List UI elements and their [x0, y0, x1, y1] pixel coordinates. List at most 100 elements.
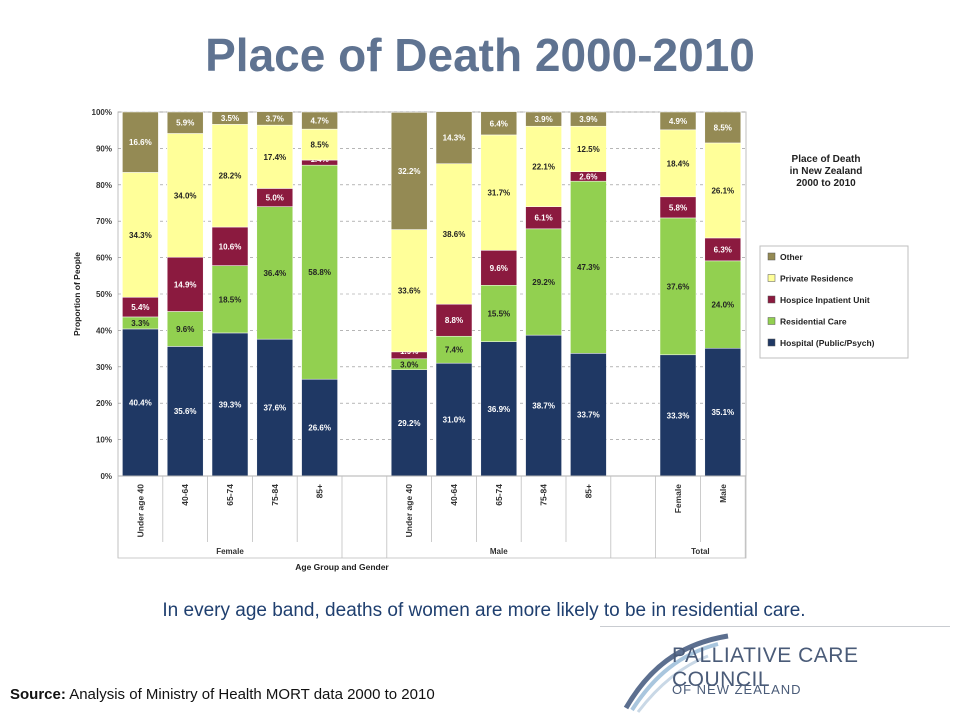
y-tick-label: 60% [96, 254, 112, 263]
data-label: 24.0% [711, 301, 734, 310]
stacked-bar-chart: 0% 10% 20% 30% 40% 50% 60% 70% 80% 90% 100% Proport… [60, 100, 910, 580]
bar-segment-private [480, 134, 518, 251]
data-label: 39.3% [219, 400, 242, 409]
source-note: Source: Analysis of Ministry of Health M… [10, 686, 435, 703]
bar-segment-hospice [435, 303, 473, 337]
caption: In every age band, deaths of women are m… [162, 600, 806, 621]
data-label: 18.4% [667, 159, 690, 168]
bar-segment-other [659, 111, 697, 131]
bar-segment-private [256, 124, 294, 189]
data-label: 8.5% [310, 141, 328, 150]
data-label: 29.2% [532, 278, 555, 287]
bar-segment-other [435, 111, 473, 164]
bar-segment-private [301, 128, 338, 161]
data-label: 36.4% [263, 269, 286, 278]
data-label: 9.6% [176, 325, 194, 334]
bar-segment-residential [659, 217, 697, 356]
bar-segment-hospital [480, 341, 518, 477]
data-label: 5.8% [669, 203, 687, 212]
legend-label: Hospital (Public/Psych) [780, 338, 875, 348]
bar-segment-other [525, 111, 562, 127]
data-label: 8.8% [445, 316, 463, 325]
bar-segment-other [256, 111, 294, 126]
data-label: 34.0% [174, 191, 197, 200]
y-tick-label: 70% [96, 217, 112, 226]
bar-segment-other [704, 111, 742, 144]
data-label: 3.9% [534, 115, 552, 124]
bar-segment-residential [256, 206, 294, 340]
category-label: 40-64 [449, 484, 459, 506]
bar-segment-hospital [122, 328, 159, 477]
data-label: 33.7% [577, 411, 600, 420]
data-label: 15.5% [487, 309, 510, 318]
bar-segment-residential [166, 311, 204, 347]
bar-segment-private [525, 125, 562, 207]
data-label: 34.3% [129, 231, 152, 240]
palliative-care-council-logo [623, 633, 729, 713]
legend-box [759, 245, 909, 359]
data-label: 33.3% [667, 411, 690, 420]
category-label: 75-84 [539, 484, 549, 506]
data-label: 7.4% [445, 346, 463, 355]
data-label: 5.4% [131, 303, 149, 312]
bar-segment-private [390, 229, 428, 353]
slide-title: Place of Death 2000-2010 [205, 29, 755, 81]
data-label: 16.6% [129, 138, 152, 147]
category-label: Under age 40 [404, 484, 414, 538]
data-label: 28.2% [219, 172, 242, 181]
data-label: 6.4% [490, 119, 508, 128]
category-label: 85+ [583, 484, 593, 498]
bar-segment-residential [301, 164, 338, 380]
bar-segment-other [390, 112, 428, 230]
data-label: 3.7% [266, 114, 284, 123]
legend-swatch-other [767, 252, 776, 261]
data-label: 9.6% [490, 264, 508, 273]
bar-segment-private [166, 133, 204, 258]
data-label: 26.6% [308, 424, 331, 433]
bar-segment-residential [704, 260, 742, 349]
data-label: 40.4% [129, 398, 152, 407]
data-label: 58.8% [308, 268, 331, 277]
bar-segment-residential [525, 228, 562, 336]
data-label: 18.5% [219, 295, 242, 304]
group-label: Total [691, 547, 710, 556]
legend-swatch-private [767, 274, 776, 282]
data-label: 5.0% [266, 194, 284, 203]
y-tick-label: 100% [92, 108, 112, 117]
bar-segment-hospital [301, 378, 338, 477]
data-label: 38.6% [443, 230, 466, 239]
x-axis-title: Age Group and Gender [295, 562, 389, 572]
bar-segment-hospital [704, 347, 742, 477]
data-label: 14.9% [174, 280, 197, 289]
category-label: 65-74 [494, 484, 504, 506]
data-label: 3.3% [131, 319, 149, 328]
source-text: Analysis of Ministry of Health MORT data… [65, 686, 435, 703]
data-label: 17.4% [263, 153, 286, 162]
y-tick-label: 30% [96, 363, 112, 372]
data-label: 6.1% [534, 214, 552, 223]
bar-segment-other [211, 111, 249, 125]
data-label: 4.7% [310, 117, 328, 126]
bar-segment-hospital [166, 346, 204, 477]
data-label: 12.5% [577, 145, 600, 154]
bar-segment-residential [570, 180, 607, 354]
bar-segment-other [122, 111, 159, 173]
y-axis-title: Proportion of People [72, 252, 82, 336]
data-label: 26.1% [711, 186, 734, 195]
group-label: Female [216, 547, 244, 556]
data-label: 3.0% [400, 360, 418, 369]
data-label: 35.6% [174, 407, 197, 416]
data-label: 37.6% [667, 282, 690, 291]
y-tick-label: 10% [96, 436, 112, 445]
bar-segment-hospice [480, 250, 518, 286]
bar-segment-hospice [166, 256, 204, 312]
data-label: 5.9% [176, 119, 194, 128]
data-label: 35.1% [711, 408, 734, 417]
legend-label: Other [780, 252, 803, 262]
data-label: 6.3% [714, 245, 732, 254]
category-label: 40-64 [180, 484, 190, 506]
data-label: 10.6% [219, 242, 242, 251]
data-label: 38.7% [532, 402, 555, 411]
data-label: 31.0% [443, 416, 466, 425]
bar-segment-private [704, 142, 742, 239]
